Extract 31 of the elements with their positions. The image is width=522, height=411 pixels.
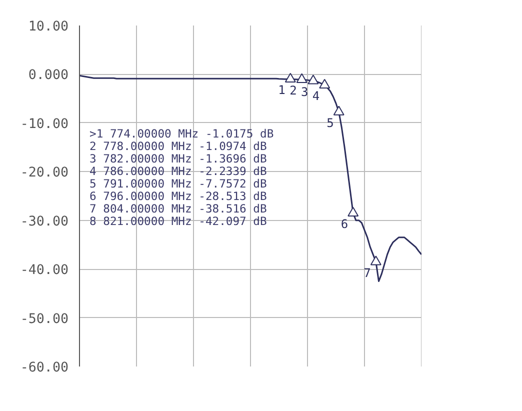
annotation: 2	[290, 84, 297, 98]
line-series	[80, 74, 422, 282]
y-tick-label: -20.00	[20, 166, 69, 181]
annotation: 3	[300, 84, 308, 99]
annotation: 6	[340, 217, 348, 232]
annotation: 7	[364, 266, 371, 280]
annotation: 3 782.00000 MHz -1.3696 dB	[90, 152, 268, 166]
annotation: >1 774.00000 MHz -1.0175 dB	[90, 126, 274, 140]
point	[333, 106, 344, 116]
point	[296, 73, 308, 83]
y-tick-label: 0.000	[28, 68, 69, 84]
annotation: 4	[312, 89, 320, 104]
annotation: 5 791.00000 MHz -7.7572 dB	[90, 176, 268, 190]
y-tick-label: -30.00	[20, 214, 69, 230]
annotation: 8 821.00000 MHz -42.097 dB	[90, 214, 268, 228]
point	[348, 206, 359, 216]
y-tick-label: -60.00	[20, 360, 69, 376]
point	[319, 78, 330, 88]
annotation: 5	[326, 116, 334, 130]
annotation: 4 786.00000 MHz -2.2339 dB	[90, 164, 268, 178]
y-tick-label: 10.00	[28, 20, 69, 34]
annotation: 6 796.00000 MHz -28.513 dB	[90, 189, 268, 203]
annotation: 7 804.00000 MHz -38.516 dB	[90, 202, 268, 216]
y-tick-label: -10.00	[20, 116, 69, 132]
point	[284, 72, 296, 83]
annotation: 2 778.00000 MHz -1.0974 dB	[90, 139, 268, 153]
annotation: 1	[278, 83, 286, 98]
y-tick-label: -40.00	[20, 263, 69, 278]
point	[308, 74, 319, 84]
point	[370, 256, 382, 266]
y-tick-label: -50.00	[20, 312, 69, 327]
